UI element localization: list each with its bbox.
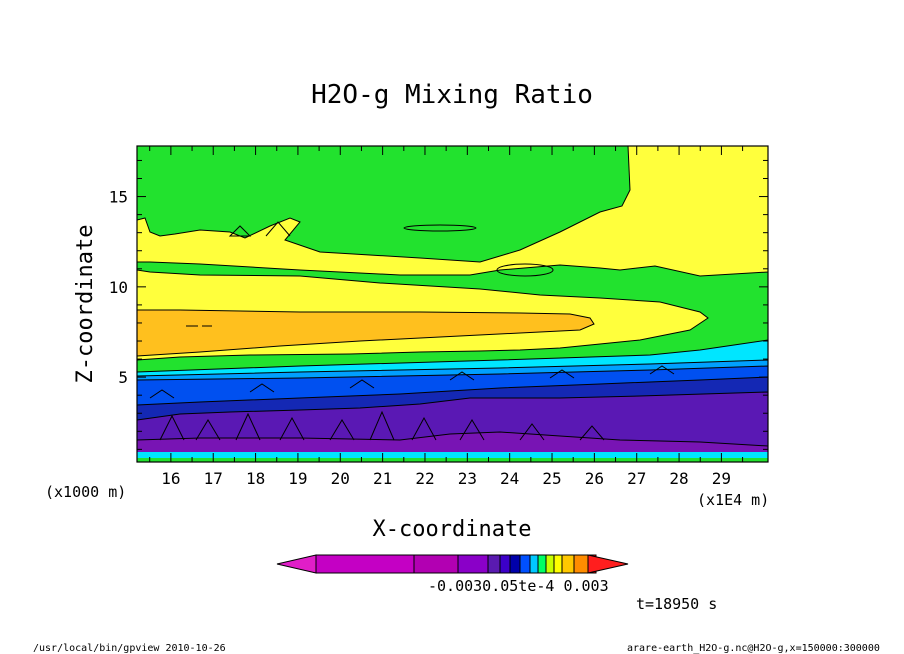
contour-region-surface-green (137, 458, 768, 462)
x-tick-label: 24 (500, 469, 519, 488)
x-tick-label: 20 (331, 469, 350, 488)
x-tick-label: 21 (373, 469, 392, 488)
x-axis: 16 17 18 19 20 21 22 23 24 25 26 27 28 29 (149, 146, 744, 488)
colorbar-cell (537, 554, 547, 574)
x-tick-label: 25 (542, 469, 561, 488)
x-tick-label: 19 (288, 469, 307, 488)
colorbar-cell (573, 554, 589, 574)
x-tick-label: 27 (627, 469, 646, 488)
y-axis-label: Z-coordinate (73, 225, 98, 384)
plot-frame (136, 145, 769, 463)
colorbar-cell (545, 554, 555, 574)
colorbar-cell (457, 554, 489, 574)
x-axis-label: X-coordinate (373, 517, 532, 542)
contour-region-surface-cyan (137, 452, 768, 458)
colorbar-cell (499, 554, 511, 574)
x-tick-label: 22 (415, 469, 434, 488)
colorbar-cell (509, 554, 521, 574)
footer-right: arare-earth_H2O-g.nc@H2O-g,x=150000:3000… (627, 643, 880, 654)
chart-title: H2O-g Mixing Ratio (311, 80, 593, 110)
colorbar-cell (487, 554, 501, 574)
colorbar-cells (315, 554, 597, 574)
time-label: t=18950 s (636, 595, 717, 613)
x-tick-label: 17 (204, 469, 223, 488)
colorbar-cell (561, 554, 575, 574)
y-axis: 5 10 15 (109, 159, 768, 450)
colorbar-cell (413, 554, 459, 574)
footer-left: /usr/local/bin/gpview 2010-10-26 (33, 643, 226, 654)
y-tick-label: 15 (109, 188, 128, 207)
x-tick-label: 26 (585, 469, 604, 488)
colorbar-arrow-left (276, 554, 317, 574)
y-tick-label: 10 (109, 278, 128, 297)
contour-details (149, 221, 675, 441)
y-unit-label: (x1000 m) (45, 483, 126, 501)
contour-region-yellow-upper (137, 146, 768, 277)
contour-region-orange (137, 309, 595, 357)
x-tick-label: 28 (669, 469, 688, 488)
contour-field (137, 146, 768, 462)
x-unit-label: (x1E4 m) (697, 491, 769, 509)
colorbar-cell (529, 554, 539, 574)
colorbar-cell (315, 554, 415, 574)
x-tick-label: 29 (712, 469, 731, 488)
colorbar-cell (519, 554, 531, 574)
colorbar (276, 554, 629, 574)
x-tick-label: 23 (458, 469, 477, 488)
colorbar-cell (553, 554, 563, 574)
colorbar-arrow-right (587, 554, 629, 574)
y-tick-label: 5 (118, 368, 128, 387)
x-tick-label: 18 (246, 469, 265, 488)
colorbar-labels: -0.0030.05te-4 0.003 (428, 577, 609, 595)
x-tick-label: 16 (161, 469, 180, 488)
